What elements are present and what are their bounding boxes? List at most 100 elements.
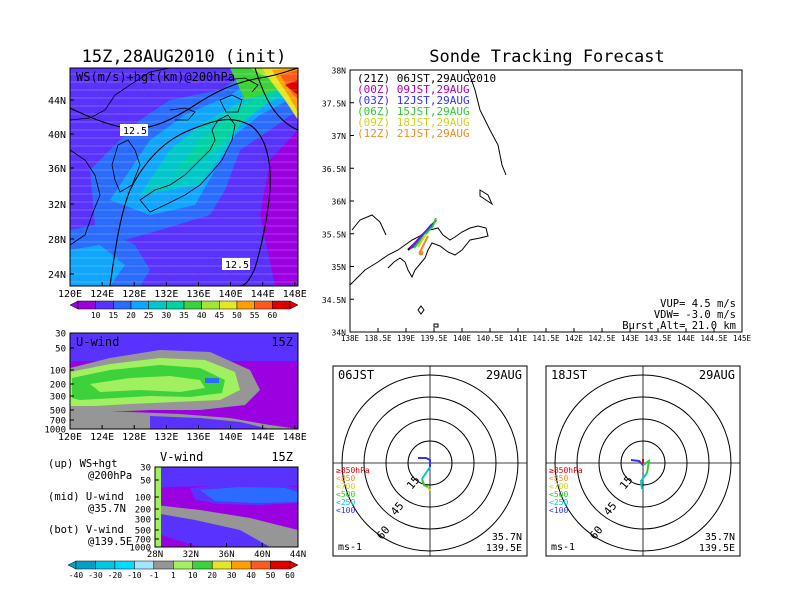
ws-lon-label: 140E (219, 289, 243, 300)
ws-lon-label: 120E (58, 289, 82, 300)
u-lon-label: 136E (186, 432, 210, 443)
ws-lon-label: 148E (283, 289, 307, 300)
ws-lon-axis: 120E 124E 128E 132E 136E 140E 144E 148E (58, 282, 307, 300)
wind-colorbar-cell (231, 560, 252, 570)
ws-colorbar-cell (201, 300, 220, 310)
map-lat-label: 34N (332, 329, 347, 338)
wind-colorbar-label: -40 (69, 571, 84, 580)
ws-lat-label: 28N (48, 235, 66, 246)
sonde-track (413, 217, 437, 249)
v-lat-label: 36N (218, 550, 234, 560)
map-lon-label: 144.5E (700, 334, 728, 343)
map-lat-axis: 38N 37.5N 37N 36.5N 36N 35.5N 35N 34.5N 34N (322, 67, 354, 338)
map-lon-label: 145E (733, 334, 752, 343)
wind-colorbar-label: -30 (88, 571, 103, 580)
ws-colorbar-label: 30 (162, 311, 172, 320)
tracking-legend-entry: (03Z) 12JST,29AUG (357, 94, 470, 107)
ws-lat-label: 32N (48, 200, 66, 211)
sonde-landing-point (418, 250, 424, 256)
map-lon-label: 138.5E (364, 334, 392, 343)
v-wind-panel (155, 467, 298, 547)
wind-colorbar-cell (270, 560, 291, 570)
hodograph-date: 29AUG (699, 368, 735, 382)
sonde-track (417, 233, 427, 248)
param-burst: Burst Alt= 21.0 km (622, 320, 736, 332)
v-p-label: 300 (135, 516, 151, 526)
ws-colorbar-cell (130, 300, 149, 310)
v-p-label: 100 (135, 494, 151, 504)
map-lon-label: 140.5E (476, 334, 504, 343)
wind-colorbar-cell (75, 560, 96, 570)
ws-panel-label: WS(m/s)+hgt(km)@200hPa (76, 70, 235, 84)
hodograph-lon: 139.5E (486, 543, 522, 554)
hodograph-date: 29AUG (486, 368, 522, 382)
wind-colorbar-label: 60 (285, 571, 295, 580)
map-lon-label: 142.5E (588, 334, 616, 343)
u-lon-axis: 120E 124E 128E 132E 136E 140E 144E 148E (58, 425, 307, 443)
hodograph-level-label: <500 (549, 490, 568, 499)
contour-label-2: 12.5 (225, 260, 249, 271)
wind-colorbar-cell (173, 560, 193, 570)
ws-colorbar-arrow-left (69, 300, 79, 310)
legend-up-2: @200hPa (88, 470, 132, 482)
ws-colorbar-cell (254, 300, 273, 310)
ws-colorbar-label: 35 (179, 311, 189, 320)
legend-bot-2: @139.5E (88, 536, 132, 548)
hodograph-level-label: <700 (336, 482, 355, 491)
tracking-map (350, 70, 742, 332)
wind-colorbar-label: 10 (188, 571, 198, 580)
v-wind-time: 15Z (271, 450, 293, 464)
param-vdw: VDW= -3.0 m/s (654, 309, 736, 321)
hodograph-trace (630, 459, 644, 466)
u-p-label: 50 (55, 345, 66, 355)
u-p-label: 100 (50, 367, 66, 377)
hodograph-level-label: <500 (336, 490, 355, 499)
map-lat-label: 37N (332, 132, 347, 141)
hodograph-level-label: <850 (549, 474, 568, 483)
map-lat-label: 38N (332, 67, 347, 76)
v-lat-label: 40N (254, 550, 270, 560)
ws-colorbar-cell (183, 300, 202, 310)
ws-lat-label: 24N (48, 270, 66, 281)
u-wind-panel (70, 333, 298, 429)
ws-colorbar-label: 45 (215, 311, 225, 320)
map-lat-label: 35.5N (322, 230, 346, 239)
hodograph-level-label: <100 (336, 506, 355, 515)
legend-mid-1: (mid) U-wind (48, 491, 124, 503)
wind-colorbar-cell (211, 560, 232, 570)
v-p-label: 200 (135, 506, 151, 516)
ws-colorbar-label: 60 (268, 311, 278, 320)
ws-lat-axis: 44N 40N 36N 32N 28N 24N (48, 96, 74, 281)
ws-lon-label: 128E (122, 289, 146, 300)
ws-colorbar-cell (219, 300, 238, 310)
legend-mid-2: @35.7N (88, 503, 126, 515)
ws-lon-label: 124E (90, 289, 114, 300)
u-lon-label: 140E (219, 432, 243, 443)
v-lat-label: 28N (147, 550, 163, 560)
map-lon-label: 144E (677, 334, 696, 343)
hodograph-trace (421, 466, 431, 480)
ws-lat-label: 40N (48, 130, 66, 141)
map-lon-label: 142E (565, 334, 584, 343)
ws-colorbar-cell (148, 300, 167, 310)
hodograph-level-label: <250 (336, 498, 355, 507)
ws-colorbar-cell (236, 300, 255, 310)
ws-colorbar-label: 55 (250, 311, 260, 320)
map-lon-label: 139.5E (420, 334, 448, 343)
wind-colorbar-cell (250, 560, 271, 570)
map-lon-label: 141.5E (532, 334, 560, 343)
map-lon-label: 143.5E (644, 334, 672, 343)
ws-colorbar-cell (113, 300, 132, 310)
u-p-label: 1000 (44, 426, 66, 436)
map-lon-label: 140E (453, 334, 472, 343)
map-lat-label: 34.5N (322, 296, 346, 305)
sonde-params: VUP= 4.5 m/s VDW= -3.0 m/s Burst Alt= 21… (622, 298, 736, 332)
hodograph-trace (642, 458, 651, 474)
ws-lat-label: 36N (48, 164, 66, 175)
map-lat-label: 35N (332, 263, 347, 272)
hodograph-level-label: <850 (336, 474, 355, 483)
v-lat-axis: 28N 32N 36N 40N 44N (147, 543, 306, 560)
panel-legend: (up) WS+hgt @200hPa (mid) U-wind @35.7N … (48, 458, 132, 548)
hodograph-level-label: <700 (549, 482, 568, 491)
